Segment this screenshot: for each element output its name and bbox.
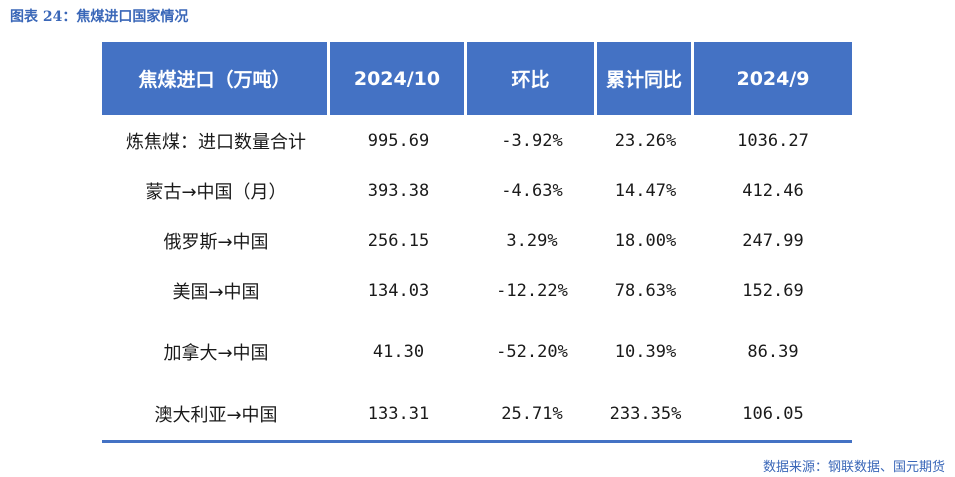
table-cell: 134.03 [367, 281, 430, 301]
table-cell: 14.47% [614, 181, 677, 201]
figure-title: 图表 24：焦煤进口国家情况 [10, 9, 189, 25]
data-source-note: 数据来源：钢联数据、国元期货 [762, 460, 945, 475]
table-cell: 247.99 [742, 230, 804, 251]
table-row: 澳大利亚→中国 133.31 25.71% 233.35% 106.05 [102, 388, 852, 443]
header-cell: 2024/9 [694, 42, 852, 115]
coking-coal-import-table: 焦煤进口（万吨） 2024/10 环比 累计同比 2024/9 炼焦煤：进口数量… [102, 42, 852, 443]
table-cell: 995.69 [367, 131, 430, 151]
header-cell: 2024/10 [330, 42, 467, 115]
table-cell: 393.38 [367, 181, 430, 201]
table-cell: -52.20% [496, 342, 568, 362]
header-cell: 累计同比 [597, 42, 694, 115]
table-cell: -12.22% [496, 281, 568, 301]
table-cell: 86.39 [747, 342, 799, 362]
table-cell: 106.05 [694, 388, 852, 443]
table-row: 加拿大→中国 41.30 -52.20% 10.39% 86.39 [102, 316, 852, 388]
table-cell: -4.63% [501, 181, 563, 201]
table-cell: 78.63% [614, 281, 677, 301]
table-cell: 18.00% [614, 230, 677, 251]
row-label: 炼焦煤：进口数量合计 [126, 132, 306, 153]
row-label: 俄罗斯→中国 [163, 231, 269, 253]
table-row: 俄罗斯→中国 256.15 3.29% 18.00% 247.99 [102, 215, 852, 266]
row-label: 美国→中国 [172, 282, 260, 303]
header-cell: 焦煤进口（万吨） [102, 42, 330, 115]
row-label: 蒙古→中国（月） [145, 182, 287, 203]
table-cell: 256.15 [367, 230, 430, 251]
table-cell: 233.35% [597, 388, 694, 443]
table-cell: 41.30 [372, 342, 425, 362]
table-header-row: 焦煤进口（万吨） 2024/10 环比 累计同比 2024/9 [102, 42, 852, 115]
table-cell: 25.71% [467, 388, 597, 443]
table-cell: 152.69 [742, 281, 804, 301]
table-cell: 133.31 [330, 388, 467, 443]
table-cell: 23.26% [614, 131, 677, 151]
table-cell: 412.46 [742, 181, 804, 201]
table-row: 蒙古→中国（月） 393.38 -4.63% 14.47% 412.46 [102, 167, 852, 215]
table-cell: 1036.27 [737, 131, 809, 151]
table-cell: 10.39% [614, 342, 677, 362]
table-row: 美国→中国 134.03 -12.22% 78.63% 152.69 [102, 266, 852, 316]
table-cell: 3.29% [506, 230, 558, 251]
header-cell: 环比 [467, 42, 597, 115]
row-label: 澳大利亚→中国 [102, 388, 330, 443]
row-label: 加拿大→中国 [163, 343, 269, 364]
table-row: 炼焦煤：进口数量合计 995.69 -3.92% 23.26% 1036.27 [102, 115, 852, 167]
table-cell: -3.92% [501, 131, 563, 151]
